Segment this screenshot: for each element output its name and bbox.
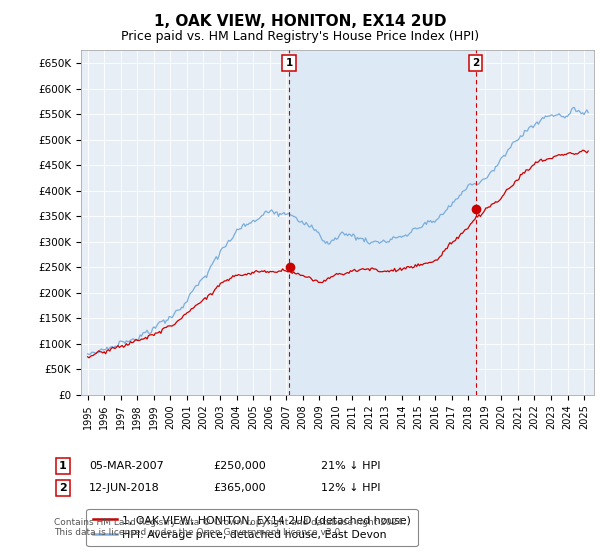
Text: Contains HM Land Registry data © Crown copyright and database right 2024.
This d: Contains HM Land Registry data © Crown c… (54, 518, 406, 538)
Legend: 1, OAK VIEW, HONITON, EX14 2UD (detached house), HPI: Average price, detached ho: 1, OAK VIEW, HONITON, EX14 2UD (detached… (86, 508, 418, 546)
Text: 21% ↓ HPI: 21% ↓ HPI (321, 461, 380, 471)
Text: 1, OAK VIEW, HONITON, EX14 2UD: 1, OAK VIEW, HONITON, EX14 2UD (154, 14, 446, 29)
Text: Price paid vs. HM Land Registry's House Price Index (HPI): Price paid vs. HM Land Registry's House … (121, 30, 479, 43)
Text: 05-MAR-2007: 05-MAR-2007 (89, 461, 164, 471)
Text: £250,000: £250,000 (213, 461, 266, 471)
Text: 1: 1 (59, 461, 67, 471)
Text: 1: 1 (286, 58, 293, 68)
Text: £365,000: £365,000 (213, 483, 266, 493)
Text: 12% ↓ HPI: 12% ↓ HPI (321, 483, 380, 493)
Bar (289, 50, 476, 395)
Text: 2: 2 (59, 483, 67, 493)
Text: 2: 2 (472, 58, 479, 68)
Text: 12-JUN-2018: 12-JUN-2018 (89, 483, 160, 493)
